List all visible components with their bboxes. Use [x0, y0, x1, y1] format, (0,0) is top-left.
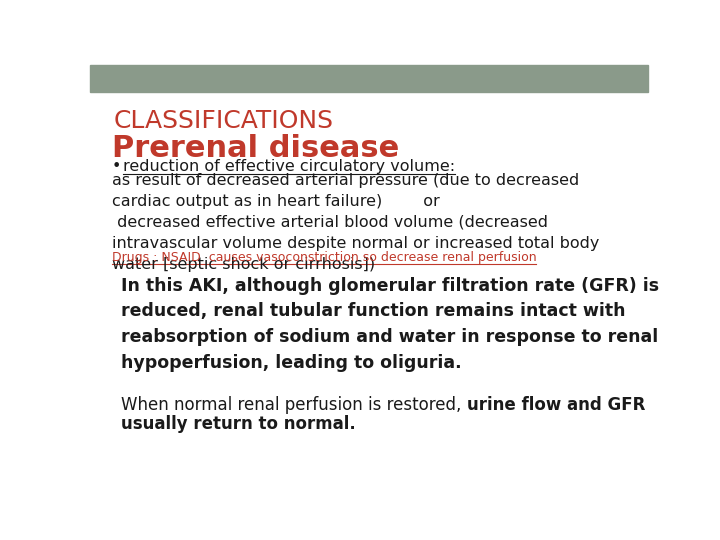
Text: Drugs : NSAID  causes vasoconstriction so decrease renal perfusion: Drugs : NSAID causes vasoconstriction so… — [112, 251, 536, 264]
Text: When normal renal perfusion is restored,: When normal renal perfusion is restored, — [121, 396, 467, 414]
Text: CLASSIFICATIONS: CLASSIFICATIONS — [113, 110, 333, 133]
Bar — [90, 65, 648, 92]
Text: In this AKI, although glomerular filtration rate (GFR) is
reduced, renal tubular: In this AKI, although glomerular filtrat… — [121, 276, 659, 372]
Text: usually return to normal.: usually return to normal. — [121, 415, 356, 433]
Text: When normal renal perfusion is restored,: When normal renal perfusion is restored, — [0, 539, 1, 540]
Text: reduction of effective circulatory volume:: reduction of effective circulatory volum… — [122, 159, 454, 174]
Text: Prerenal disease: Prerenal disease — [112, 134, 399, 163]
Text: •: • — [112, 159, 126, 174]
Text: as result of decreased arterial pressure (due to decreased
cardiac output as in : as result of decreased arterial pressure… — [112, 173, 599, 272]
Text: urine flow and GFR: urine flow and GFR — [467, 396, 645, 414]
